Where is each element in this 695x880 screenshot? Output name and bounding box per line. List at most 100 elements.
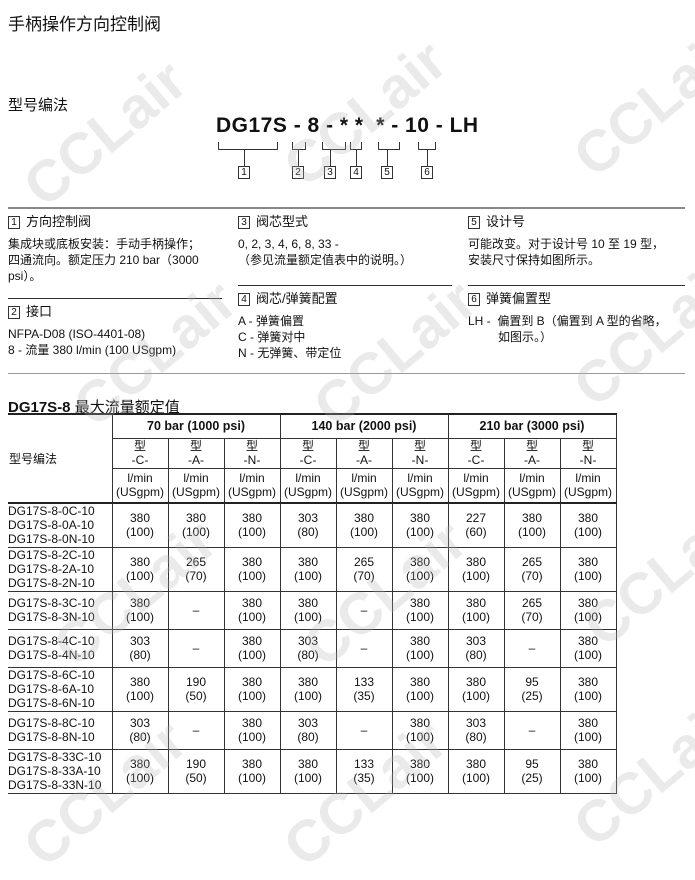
section-number: 3 <box>238 215 250 229</box>
table-row: DG17S-8-0C-10 DG17S-8-0A-10 DG17S-8-0N-10 3… <box>8 502 617 548</box>
flow-cell: 380 (100) <box>223 628 281 668</box>
code-bracket <box>292 142 306 150</box>
flow-cell: 303 (80) <box>279 502 337 548</box>
flow-cell: 303 (80) <box>279 710 337 750</box>
code-number-box: 2 <box>292 166 304 179</box>
section-text-line: 8 - 流量 380 l/min (100 USgpm) <box>8 343 177 357</box>
flow-cell: 380 (100) <box>559 710 617 750</box>
table-row: DG17S-8-33C-10 DG17S-8-33A-10 DG17S-8-33N-… <box>8 748 617 794</box>
code-bracket <box>378 142 400 150</box>
flow-cell: 265 (70) <box>167 546 225 592</box>
divider <box>8 373 685 374</box>
type-header: 型 -C- <box>447 437 505 469</box>
unit-header: l/min (USgpm) <box>335 467 393 504</box>
section-heading: 阀芯型式 <box>256 214 309 229</box>
section-heading: 弹簧偏置型 <box>486 291 552 306</box>
flow-cell: 380 (100) <box>391 502 449 548</box>
flow-cell: 303 (80) <box>447 710 505 750</box>
flow-cell: – <box>503 710 561 750</box>
table-row: DG17S-8-4C-10 DG17S-8-4N-10 303 (80) –380 (10… <box>8 628 617 668</box>
unit-header: l/min (USgpm) <box>503 467 561 504</box>
section-text-line: 如图示。） <box>468 330 553 344</box>
code-stem <box>356 150 357 166</box>
flow-cell: 380 (100) <box>279 666 337 712</box>
section-text-line: LH - 偏置到 B（偏置到 A 型的省略， <box>468 314 667 328</box>
type-header: 型 -A- <box>167 437 225 469</box>
flow-cell: 380 (100) <box>223 546 281 592</box>
flow-cell: 190 (50) <box>167 666 225 712</box>
flow-cell: 380 (100) <box>167 502 225 548</box>
flow-cell: 380 (100) <box>559 502 617 548</box>
section-number: 2 <box>8 305 20 319</box>
section-text-line: C - 弹簧对中 <box>238 330 306 344</box>
flow-cell: 380 (100) <box>559 546 617 592</box>
flow-cell: – <box>167 710 225 750</box>
type-header: 型 -N- <box>223 437 281 469</box>
code-bracket <box>350 142 362 150</box>
model-cell: DG17S-8-2C-10 DG17S-8-2A-10 DG17S-8-2N-10 <box>8 546 113 592</box>
flow-rating-table: 型号编法 70 bar (1000 psi) 140 bar (2000 psi) 2… <box>8 413 617 794</box>
section-number: 1 <box>8 215 20 229</box>
section-text-line: 集成块或底板安装：手动手柄操作； <box>8 237 201 251</box>
flow-cell: 380 (100) <box>391 748 449 794</box>
table-title: DG17S-8 最大流量额定值 <box>8 399 180 416</box>
flow-cell: 380 (100) <box>391 710 449 750</box>
section-heading: 方向控制阀 <box>26 214 92 229</box>
flow-cell: 380 (100) <box>223 748 281 794</box>
section-1: 1 方向控制阀 集成块或底板安装：手动手柄操作； 四通流向。额定压力 210 bar（… <box>8 214 233 284</box>
model-header: 型号编法 <box>8 413 113 504</box>
flow-cell: 380 (100) <box>279 748 337 794</box>
flow-cell: 380 (100) <box>391 628 449 668</box>
section-text-line: 可能改变。对于设计号 10 至 19 型， <box>468 237 665 251</box>
flow-cell: 380 (100) <box>335 502 393 548</box>
flow-cell: 95 (25) <box>503 666 561 712</box>
model-cell: DG17S-8-33C-10 DG17S-8-33A-10 DG17S-8-33N-… <box>8 748 113 794</box>
code-stem <box>244 150 245 166</box>
section-text-line: 安装尺寸保持如图所示。 <box>468 253 601 267</box>
flow-cell: – <box>167 628 225 668</box>
unit-header: l/min (USgpm) <box>279 467 337 504</box>
flow-cell: 380 (100) <box>111 748 169 794</box>
section-heading: 阀芯/弹簧配置 <box>256 291 338 306</box>
section-2: 2 接口 NFPA-D08 (ISO-4401-08) 8 - 流量 380 l/mi… <box>8 304 233 358</box>
section-5: 5 设计号 可能改变。对于设计号 10 至 19 型， 安装尺寸保持如图所示。 <box>468 214 693 268</box>
flow-cell: 227 (60) <box>447 502 505 548</box>
flow-cell: 303 (80) <box>447 628 505 668</box>
pressure-group-header: 140 bar (2000 psi) <box>279 413 449 439</box>
type-header: 型 -A- <box>335 437 393 469</box>
flow-cell: – <box>335 590 393 630</box>
code-number-box: 1 <box>238 166 250 179</box>
page-title: 手柄操作方向控制阀 <box>8 15 161 34</box>
section-text-line: N - 无弹簧、带定位 <box>238 346 342 360</box>
unit-header: l/min (USgpm) <box>559 467 617 504</box>
unit-header: l/min (USgpm) <box>391 467 449 504</box>
flow-cell: – <box>335 710 393 750</box>
flow-cell: 133 (35) <box>335 666 393 712</box>
flow-cell: 380 (100) <box>279 546 337 592</box>
section-heading: 接口 <box>26 304 53 319</box>
flow-cell: 380 (100) <box>447 666 505 712</box>
flow-cell: – <box>335 628 393 668</box>
code-number-box: 4 <box>350 166 362 179</box>
flow-cell: 380 (100) <box>559 590 617 630</box>
code-stem <box>330 150 331 166</box>
section-text-line: psi）。 <box>8 269 42 283</box>
flow-cell: 380 (100) <box>279 590 337 630</box>
model-heading: 型号编法 <box>8 97 69 114</box>
flow-cell: 380 (100) <box>391 590 449 630</box>
flow-cell: 133 (35) <box>335 748 393 794</box>
flow-cell: 265 (70) <box>503 546 561 592</box>
model-cell: DG17S-8-0C-10 DG17S-8-0A-10 DG17S-8-0N-10 <box>8 502 113 548</box>
unit-header: l/min (USgpm) <box>223 467 281 504</box>
flow-cell: 380 (100) <box>447 590 505 630</box>
model-cell: DG17S-8-4C-10 DG17S-8-4N-10 <box>8 628 113 668</box>
divider <box>238 285 452 286</box>
code-number-box: 3 <box>324 166 336 179</box>
flow-cell: 303 (80) <box>279 628 337 668</box>
flow-cell: 380 (100) <box>447 748 505 794</box>
type-header: 型 -A- <box>503 437 561 469</box>
unit-header: l/min (USgpm) <box>111 467 169 504</box>
type-header: 型 -C- <box>111 437 169 469</box>
code-bracket <box>218 142 278 150</box>
flow-cell: 380 (100) <box>223 590 281 630</box>
